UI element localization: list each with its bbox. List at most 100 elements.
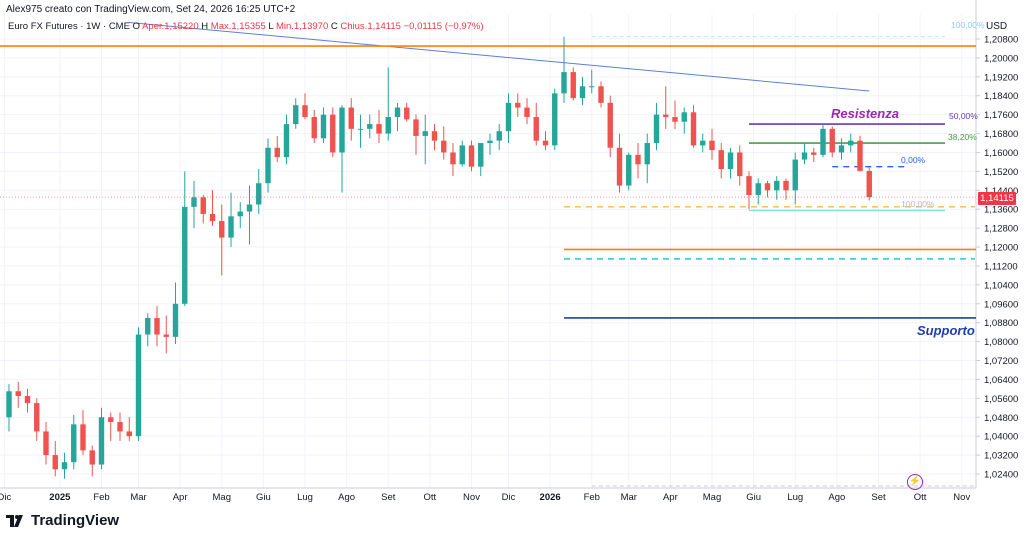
candle-body — [866, 170, 872, 198]
candle-body — [302, 105, 308, 118]
candle-body — [71, 424, 77, 463]
candle-body — [404, 107, 410, 120]
candle-body — [339, 107, 345, 153]
candle-body — [394, 107, 401, 118]
time-tick-label: Dic — [502, 492, 516, 503]
candle-body — [524, 107, 530, 118]
candle-body — [6, 391, 12, 418]
price-tick-label: 1,14400 — [984, 186, 1018, 197]
time-tick-label: 2026 — [540, 492, 561, 503]
time-tick-label: Mag — [213, 492, 231, 503]
candle-body — [496, 131, 502, 141]
candle-body — [172, 303, 179, 337]
time-tick-label: 2025 — [49, 492, 71, 503]
candle-body — [108, 417, 114, 422]
candle-body — [98, 417, 105, 465]
price-tick-label: 1,12800 — [984, 224, 1018, 235]
candle-body — [441, 140, 447, 153]
price-tick-label: 1,15200 — [984, 167, 1018, 178]
candle-body — [320, 114, 327, 139]
candle-body — [61, 462, 68, 470]
price-tick-label: 1,08000 — [984, 337, 1018, 348]
candle-body — [681, 112, 687, 122]
candle-body — [746, 176, 752, 196]
change-value: −0,01115 (−0,97%) — [403, 21, 484, 32]
candle-body — [237, 211, 243, 217]
candle-body — [219, 221, 225, 238]
time-tick-label: Apr — [173, 492, 188, 503]
candle-body — [774, 180, 780, 191]
currency-label: USD — [986, 21, 1008, 32]
candle-body — [635, 154, 641, 165]
descending-trendline — [129, 21, 870, 92]
candle-body — [311, 117, 317, 139]
candle-body — [542, 140, 549, 146]
time-tick-label: Apr — [663, 492, 678, 503]
candle-body — [478, 143, 484, 167]
candle-body — [330, 114, 336, 153]
candle-body — [376, 124, 382, 134]
candle-body — [357, 128, 364, 130]
candle-body — [34, 403, 40, 432]
price-tick-label: 1,18400 — [984, 91, 1018, 102]
candle-body — [256, 183, 262, 205]
candle-body — [89, 450, 95, 465]
candle-body — [283, 124, 290, 158]
fib-0-label: 0,00% — [901, 155, 926, 165]
candle-body — [792, 159, 798, 191]
candle-body — [15, 391, 21, 396]
candle-body — [80, 424, 86, 451]
candle-body — [811, 152, 817, 155]
candle-body — [413, 119, 419, 136]
candle-body — [487, 140, 493, 144]
tradingview-wordmark: TradingView — [31, 512, 120, 529]
time-tick-label: Ott — [914, 492, 927, 503]
tradingview-logo[interactable]: TradingView — [6, 512, 119, 529]
price-tick-label: 1,20800 — [984, 35, 1018, 46]
candle-body — [459, 145, 465, 165]
time-tick-label: Nov — [463, 492, 480, 503]
close-value: Chius.1,14115 — [340, 21, 401, 32]
price-tick-label: 1,04800 — [984, 413, 1018, 424]
lightning-icon[interactable]: ⚡ — [907, 474, 923, 490]
candle-body — [616, 147, 623, 186]
candle-body — [561, 72, 567, 94]
candle-body — [191, 197, 197, 207]
price-tick-label: 1,17600 — [984, 110, 1018, 121]
candle-body — [801, 152, 808, 160]
fib-382-label: 38,20% — [948, 132, 977, 142]
time-tick-label: Ott — [424, 492, 437, 503]
time-tick-label: Set — [381, 492, 396, 503]
time-tick-label: Lug — [787, 492, 803, 503]
candle-body — [126, 431, 132, 437]
candle-body — [228, 216, 234, 238]
price-tick-label: 1,12000 — [984, 243, 1018, 254]
candle-body — [533, 117, 539, 141]
candle-body — [589, 86, 595, 88]
ohlc-legend: Euro FX Futures · 1W · CME O Aper.1,1522… — [8, 21, 484, 32]
candle-body — [135, 334, 142, 437]
candle-body — [145, 317, 151, 335]
price-tick-label: 1,13600 — [984, 205, 1018, 216]
open-label: O — [132, 21, 140, 32]
candle-body — [246, 204, 253, 212]
price-tick-label: 1,07200 — [984, 356, 1018, 367]
low-label: L — [268, 21, 274, 32]
candle-body — [468, 145, 475, 167]
price-tick-label: 1,19200 — [984, 72, 1018, 83]
candle-body — [737, 152, 743, 177]
price-tick-label: 1,16000 — [984, 148, 1018, 159]
candle-body — [422, 131, 428, 136]
price-tick-label: 1,10400 — [984, 280, 1018, 291]
candle-body — [848, 140, 854, 146]
time-tick-label: Nov — [953, 492, 970, 503]
time-tick-label: Giu — [256, 492, 271, 503]
candle-body — [783, 180, 789, 191]
high-label: H — [201, 21, 209, 32]
time-tick-label: Feb — [584, 492, 600, 503]
candle-body — [598, 86, 604, 103]
candle-body — [663, 114, 669, 118]
time-tick-label: Ago — [338, 492, 355, 503]
tradingview-logo-icon — [6, 514, 23, 527]
